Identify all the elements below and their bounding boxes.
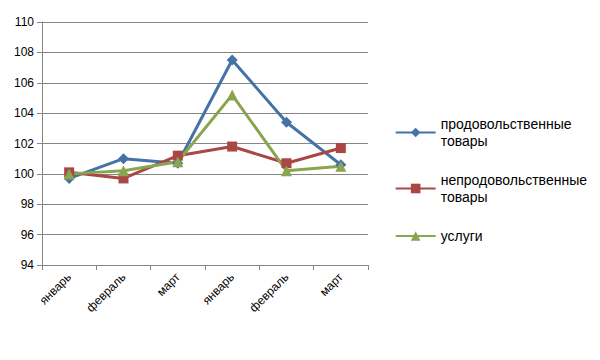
svg-text:100: 100 bbox=[14, 167, 34, 181]
svg-text:102: 102 bbox=[14, 137, 34, 151]
svg-text:январь: январь bbox=[200, 270, 237, 307]
svg-text:март: март bbox=[154, 270, 183, 299]
svg-text:98: 98 bbox=[21, 197, 35, 211]
svg-text:106: 106 bbox=[14, 76, 34, 90]
svg-text:февраль: февраль bbox=[247, 270, 292, 315]
svg-text:96: 96 bbox=[21, 228, 35, 242]
svg-text:март: март bbox=[317, 270, 346, 299]
svg-text:104: 104 bbox=[14, 106, 34, 120]
svg-text:110: 110 bbox=[15, 15, 34, 29]
svg-text:услуги: услуги bbox=[441, 228, 483, 244]
svg-text:108: 108 bbox=[14, 45, 34, 59]
svg-text:товары: товары bbox=[441, 133, 488, 149]
svg-text:94: 94 bbox=[21, 258, 35, 272]
svg-text:непродовольственные: непродовольственные bbox=[441, 172, 588, 188]
svg-text:февраль: февраль bbox=[84, 270, 129, 315]
svg-text:январь: январь bbox=[37, 270, 74, 307]
svg-text:товары: товары bbox=[441, 189, 488, 205]
svg-text:продовольственные: продовольственные bbox=[441, 116, 572, 132]
